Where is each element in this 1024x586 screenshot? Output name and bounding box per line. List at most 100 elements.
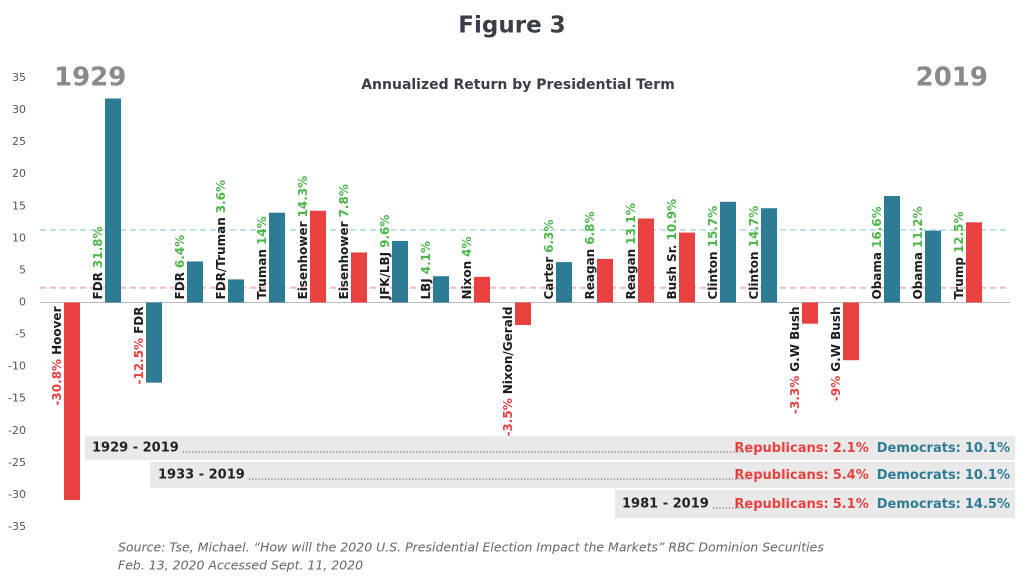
value-label: 6.3% [542,220,556,253]
source-line: Feb. 13, 2020 Accessed Sept. 11, 2020 [118,558,363,573]
bar [843,302,859,361]
summary-republicans: 5.1% [833,497,869,512]
value-label: 3.6% [214,180,228,213]
bar-name: FDR/Truman [214,217,228,299]
summary-band [150,462,1015,488]
bar-name: Obama [911,252,925,300]
y-tick-label: -25 [8,456,26,469]
bar-label: Trump 12.5% [952,211,966,299]
bar [64,302,80,501]
bar-label: JFK/LBJ 9.6% [378,215,392,301]
summary-period: 1933 - 2019 [158,468,245,483]
y-tick-label: -20 [8,424,26,437]
summary-democrats: 10.1% [965,441,1010,456]
bar [146,302,162,383]
bar-name: Truman [255,249,269,299]
bar-label: Bush Sr. 10.9% [665,199,679,300]
bar [761,208,777,303]
summary-democrats: 10.1% [965,468,1010,483]
value-label: 7.8% [337,184,351,217]
bar-name: Eisenhower [337,221,351,299]
summary-band [85,436,1015,460]
value-label: 4.1% [419,241,433,274]
y-tick-label: -35 [8,520,26,533]
value-label: 31.8% [91,226,105,268]
y-tick-label: 35 [12,71,26,84]
bar-label: LBJ 4.1% [419,241,433,300]
bar-name: FDR [132,307,146,334]
bar-name: Carter [542,257,556,300]
bar-name: Reagan [583,249,597,300]
bar-name: LBJ [419,278,433,299]
bar-label: Reagan 6.8% [583,212,597,300]
y-tick-label: 5 [19,263,26,276]
bar [679,232,695,303]
bar-label: Nixon 4% [460,236,474,299]
bar [474,276,490,303]
summary-democrats: 14.5% [965,497,1010,512]
bar [802,302,818,324]
bar-name: Clinton [747,251,761,299]
summary-values: Republicans: 2.1% Democrats: 10.1% [734,441,1010,456]
bar-name: Bush Sr. [665,245,679,300]
bar-label: FDR 31.8% [91,226,105,299]
bar-label: Clinton 15.7% [706,206,720,300]
value-label: 14.7% [747,206,761,248]
summary-republicans-label: Republicans: [734,497,828,512]
bar-label: Carter 6.3% [542,220,556,300]
summary-period: 1981 - 2019 [622,497,709,512]
bar [392,240,408,303]
y-tick-label: -30 [8,488,26,501]
bar [966,222,982,303]
value-label: 11.2% [911,206,925,248]
bar-label: Obama 16.6% [870,206,884,299]
value-label: -30.8% [50,359,64,406]
value-label: 6.4% [173,235,187,268]
summary-republicans: 5.4% [833,468,869,483]
bar-name: FDR [91,272,105,299]
value-label: 14.3% [296,176,310,218]
bar-name: Obama [870,252,884,300]
bar [720,201,736,303]
value-label: 16.6% [870,206,884,248]
bar-name: Hoover [50,306,64,354]
y-tick-label: 25 [12,135,26,148]
summary-republicans-label: Republicans: [734,441,828,456]
bar-name: G.W Bush [788,307,802,372]
end-year: 2019 [916,63,988,93]
bar-label: -3.5% Nixon/Gerald [501,307,515,437]
summary-republicans-label: Republicans: [734,468,828,483]
bar [187,261,203,303]
value-label: 6.8% [583,212,597,245]
value-label: -12.5% [132,338,146,385]
value-label: 4% [460,236,474,256]
bar-name: Eisenhower [296,221,310,299]
bar [925,230,941,303]
y-tick-label: 10 [12,231,26,244]
y-tick-label: -10 [8,360,26,373]
summary-democrats-label: Democrats: [877,441,961,456]
bar-label: -3.3% G.W Bush [788,307,802,414]
y-tick-label: 0 [19,296,26,309]
summary-republicans: 2.1% [833,441,869,456]
value-label: -3.5% [501,398,515,436]
summary-democrats-label: Democrats: [877,468,961,483]
value-label: 12.5% [952,211,966,253]
value-label: 9.6% [378,215,392,248]
bar [556,262,572,303]
summary-values: Republicans: 5.4% Democrats: 10.1% [734,468,1010,483]
y-tick-label: 15 [12,199,26,212]
bar-label: Clinton 14.7% [747,206,761,300]
bar [597,258,613,303]
summary-democrats-label: Democrats: [877,497,961,512]
summary-values: Republicans: 5.1% Democrats: 14.5% [734,497,1010,512]
bar-name: Nixon/Gerald [501,307,515,395]
bar-name: G.W Bush [829,307,843,372]
bar-label: Eisenhower 7.8% [337,184,351,299]
bar [638,218,654,303]
source-line: Source: Tse, Michael. “How will the 2020… [118,540,824,555]
bar-label: Truman 14% [255,216,269,299]
bar [269,212,285,303]
bar-label: FDR 6.4% [173,235,187,300]
bar [105,98,121,303]
